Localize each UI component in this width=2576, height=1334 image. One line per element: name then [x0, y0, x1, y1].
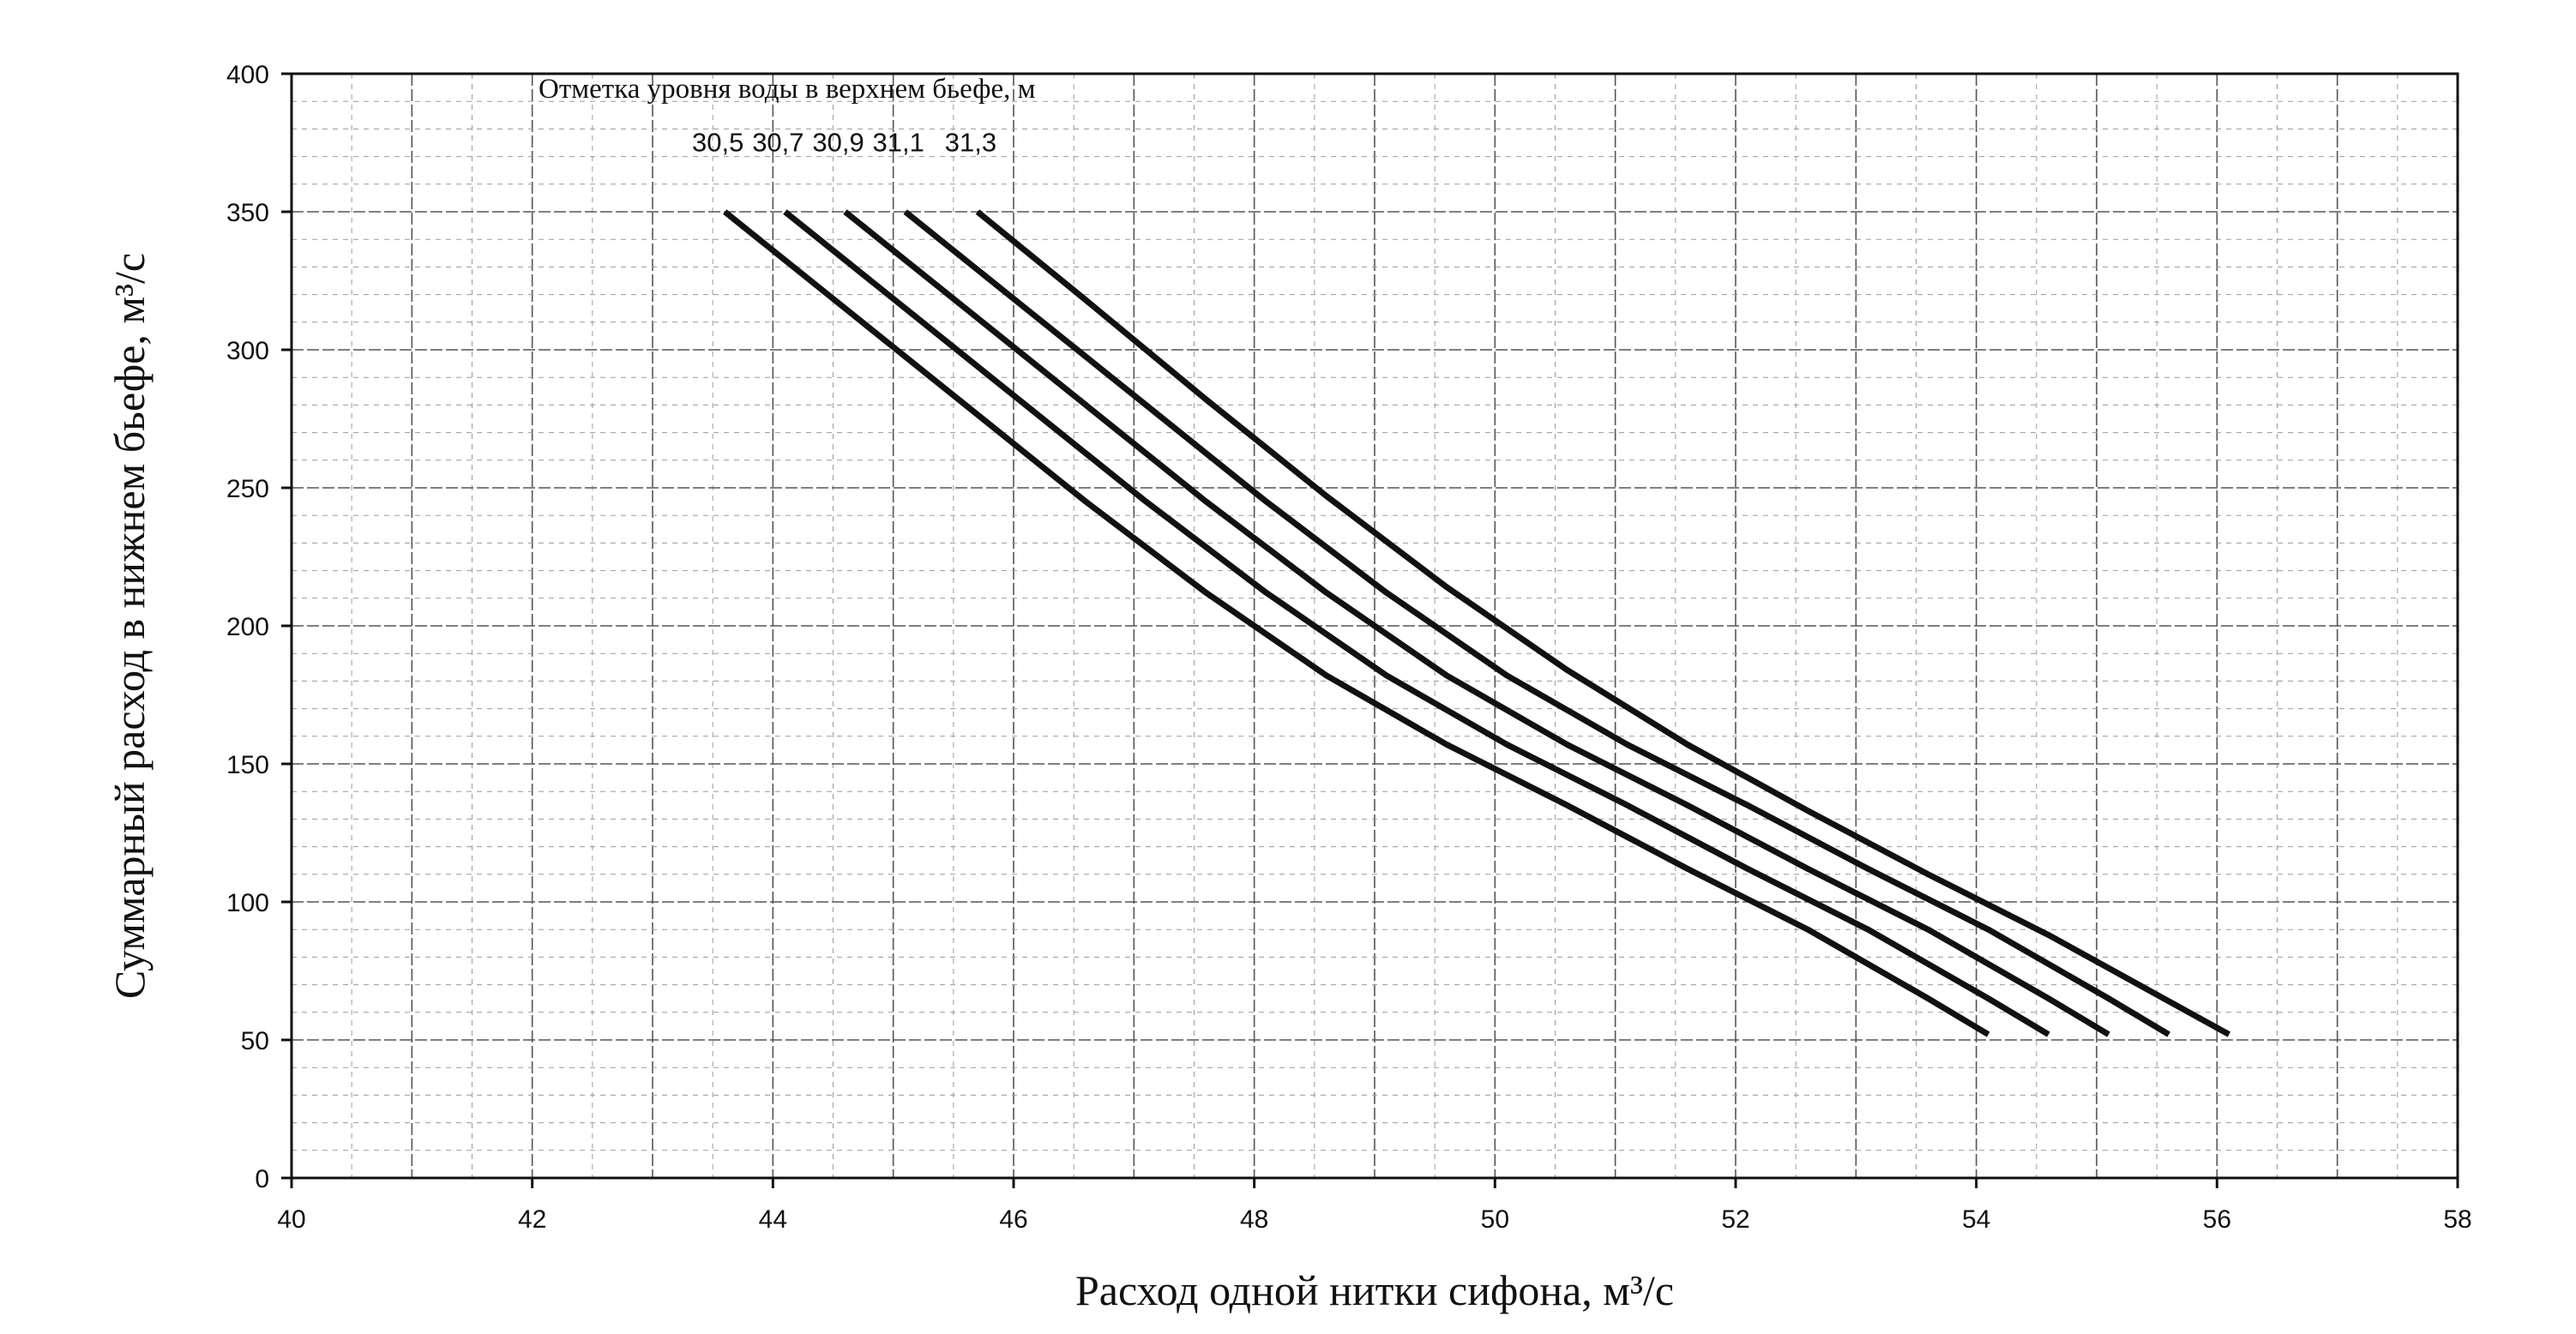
- x-tick-label: 42: [518, 1205, 546, 1234]
- y-tick-label: 300: [226, 337, 269, 365]
- series-line-2: [783, 209, 2050, 1037]
- y-tick-label: 0: [255, 1165, 269, 1193]
- series-label-4: 31,1: [873, 128, 924, 158]
- x-tick-label: 46: [999, 1205, 1027, 1234]
- x-tick-label: 48: [1240, 1205, 1268, 1234]
- y-tick-label: 150: [226, 751, 269, 779]
- x-tick-label: 44: [759, 1205, 787, 1234]
- series-label-3: 30,9: [812, 128, 864, 158]
- x-tick-label: 58: [2443, 1205, 2471, 1234]
- annotation-title: Отметка уровня воды в верхнем бьефе, м: [539, 74, 1036, 105]
- series-line-3: [843, 209, 2110, 1037]
- series-line-1: [723, 209, 1990, 1037]
- series-line-5: [975, 209, 2231, 1037]
- x-tick-label: 50: [1481, 1205, 1509, 1234]
- x-tick-label: 56: [2203, 1205, 2231, 1234]
- series-label-5: 31,3: [945, 128, 996, 158]
- series-label-2: 30,7: [752, 128, 803, 158]
- axis-ticks: 40 42 44 46 48 50 52 54 56 58 0 50 100 150 200 250 300 35…: [226, 61, 2472, 1234]
- x-tick-label: 40: [277, 1205, 305, 1234]
- series-label-1: 30,5: [692, 128, 743, 158]
- x-axis-title: Расход одной нитки сифона, м³/с: [1075, 1266, 1674, 1314]
- x-tick-label: 54: [1962, 1205, 1990, 1234]
- y-tick-label: 50: [241, 1027, 269, 1055]
- series-line-4: [903, 209, 2170, 1037]
- y-tick-label: 350: [226, 199, 269, 227]
- y-axis-title: Суммарный расход в нижнем бьефе, м³/с: [105, 253, 153, 999]
- y-tick-label: 200: [226, 613, 269, 641]
- y-tick-label: 100: [226, 889, 269, 917]
- x-tick-label: 52: [1721, 1205, 1749, 1234]
- series-lines: [723, 209, 2231, 1037]
- y-tick-label: 400: [226, 61, 269, 89]
- series-labels: 30,5 30,7 30,9 31,1 31,3: [692, 128, 996, 158]
- y-tick-label: 250: [226, 475, 269, 503]
